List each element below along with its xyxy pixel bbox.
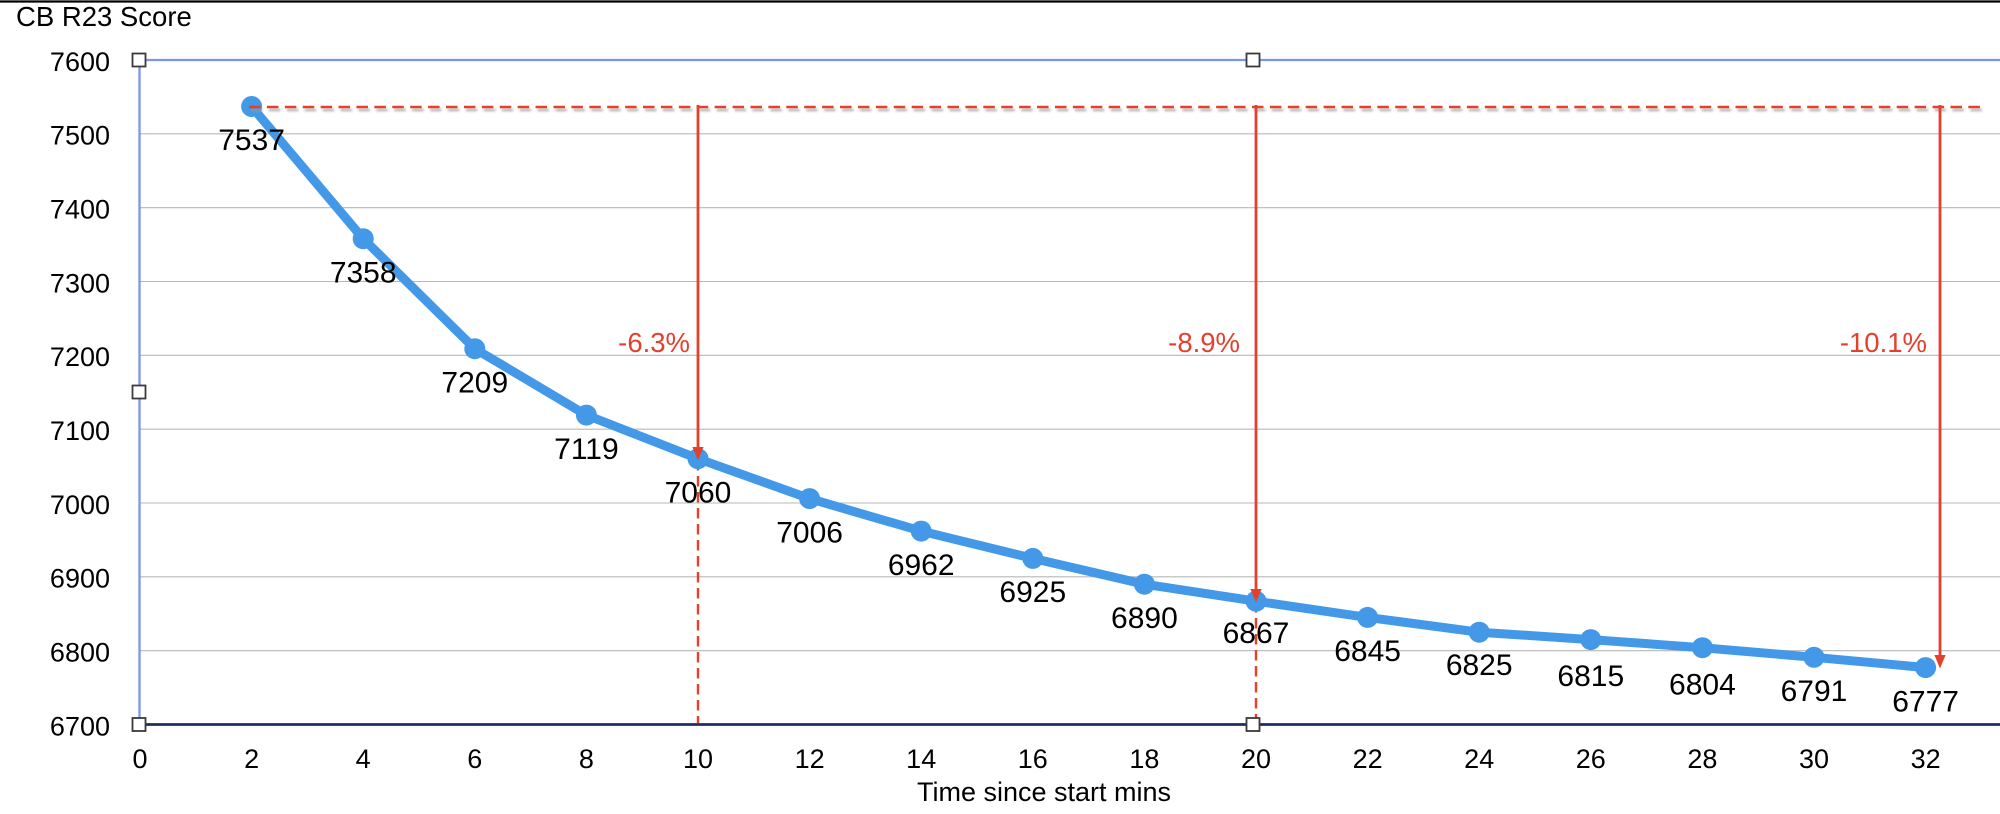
- svg-text:7209: 7209: [441, 366, 508, 399]
- svg-text:6791: 6791: [1781, 675, 1848, 708]
- svg-text:26: 26: [1576, 744, 1606, 774]
- svg-text:CB R23 Score: CB R23 Score: [16, 1, 192, 32]
- svg-text:7119: 7119: [554, 433, 619, 466]
- svg-text:7100: 7100: [50, 416, 110, 446]
- svg-text:6890: 6890: [1111, 602, 1178, 635]
- svg-text:6962: 6962: [888, 549, 955, 582]
- svg-text:32: 32: [1911, 744, 1941, 774]
- svg-text:18: 18: [1129, 744, 1159, 774]
- svg-text:6: 6: [467, 744, 482, 774]
- svg-text:2: 2: [244, 744, 259, 774]
- svg-text:10: 10: [683, 744, 713, 774]
- svg-text:6700: 6700: [50, 711, 110, 741]
- svg-text:6777: 6777: [1892, 685, 1959, 718]
- svg-text:0: 0: [132, 744, 147, 774]
- svg-text:24: 24: [1464, 744, 1494, 774]
- svg-text:12: 12: [795, 744, 825, 774]
- svg-text:8: 8: [579, 744, 594, 774]
- svg-text:28: 28: [1687, 744, 1717, 774]
- svg-text:7600: 7600: [50, 47, 110, 77]
- svg-text:7300: 7300: [50, 268, 110, 298]
- svg-text:22: 22: [1353, 744, 1383, 774]
- svg-text:20: 20: [1241, 744, 1271, 774]
- svg-text:6815: 6815: [1557, 660, 1624, 693]
- svg-text:6804: 6804: [1669, 669, 1736, 702]
- svg-text:7000: 7000: [50, 490, 110, 520]
- svg-text:7006: 7006: [776, 516, 843, 549]
- svg-text:6825: 6825: [1446, 649, 1513, 682]
- svg-text:6900: 6900: [50, 564, 110, 594]
- svg-text:-6.3%: -6.3%: [618, 327, 690, 358]
- svg-text:7200: 7200: [50, 342, 110, 372]
- svg-text:4: 4: [356, 744, 371, 774]
- svg-text:7358: 7358: [330, 256, 397, 289]
- svg-text:7400: 7400: [50, 195, 110, 225]
- svg-text:14: 14: [906, 744, 936, 774]
- svg-text:6845: 6845: [1334, 635, 1401, 668]
- svg-text:7537: 7537: [218, 124, 285, 157]
- svg-text:6800: 6800: [50, 638, 110, 668]
- svg-text:-8.9%: -8.9%: [1168, 327, 1240, 358]
- svg-text:6925: 6925: [999, 576, 1066, 609]
- svg-text:-10.1%: -10.1%: [1840, 327, 1927, 358]
- svg-text:7060: 7060: [665, 476, 732, 509]
- svg-text:16: 16: [1018, 744, 1048, 774]
- svg-text:Time since start mins: Time since start mins: [917, 777, 1171, 807]
- svg-text:7500: 7500: [50, 121, 110, 151]
- svg-text:30: 30: [1799, 744, 1829, 774]
- svg-text:6867: 6867: [1223, 617, 1290, 650]
